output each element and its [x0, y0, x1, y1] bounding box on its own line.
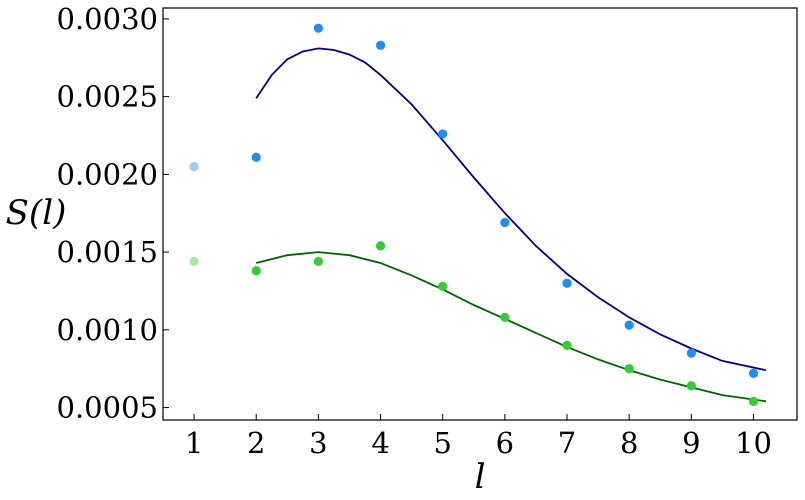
- data-point-1: [375, 40, 386, 50]
- data-point-2: [189, 256, 199, 267]
- data-point-1: [624, 320, 634, 330]
- data-point-2: [313, 256, 323, 267]
- data-point-1: [438, 129, 448, 139]
- y-tick-label: 0.0015: [57, 235, 158, 269]
- data-point-1: [562, 278, 572, 288]
- x-tick-label: 4: [371, 426, 389, 460]
- x-tick-label: 8: [620, 426, 638, 460]
- data-point-2: [375, 241, 386, 251]
- data-point-1: [189, 161, 199, 172]
- fit-curve-1: [255, 47, 767, 372]
- y-tick-label: 0.0020: [57, 157, 158, 191]
- x-tick-label: 7: [558, 426, 576, 460]
- y-tick-label: 0.0010: [57, 313, 158, 347]
- y-axis-ticks: 0.0005 0.0010 0.0015 0.0020 0.0025 0.0030: [57, 2, 169, 425]
- data-point-2: [686, 381, 696, 391]
- data-point-1: [500, 217, 510, 228]
- x-tick-label: 1: [185, 426, 203, 460]
- data-point-2: [251, 266, 261, 276]
- data-points: [189, 23, 759, 406]
- fit-curve-2: [255, 251, 767, 403]
- x-tick-label: 6: [496, 426, 514, 460]
- x-tick-label: 9: [682, 426, 700, 460]
- data-point-1: [313, 23, 323, 33]
- data-point-1: [748, 368, 759, 378]
- x-tick-label: 2: [247, 426, 265, 460]
- data-point-1: [686, 348, 696, 358]
- x-axis-label: l: [475, 457, 486, 497]
- data-point-2: [562, 340, 572, 350]
- x-tick-label: 10: [735, 426, 772, 460]
- data-point-2: [500, 312, 510, 322]
- data-point-2: [624, 364, 634, 374]
- plot-frame: [162, 7, 798, 421]
- data-point-1: [251, 152, 261, 162]
- data-point-2: [438, 281, 448, 291]
- y-axis-label: S(l): [6, 193, 67, 233]
- data-point-2: [748, 396, 759, 406]
- y-tick-label: 0.0005: [57, 391, 158, 425]
- fit-curves: [255, 47, 767, 403]
- x-axis-ticks: 1 2 3 4 5 6 7 8 9 10: [185, 414, 772, 460]
- x-tick-label: 5: [433, 426, 451, 460]
- y-tick-label: 0.0025: [57, 80, 158, 114]
- x-tick-label: 3: [309, 426, 327, 460]
- y-tick-label: 0.0030: [57, 2, 158, 36]
